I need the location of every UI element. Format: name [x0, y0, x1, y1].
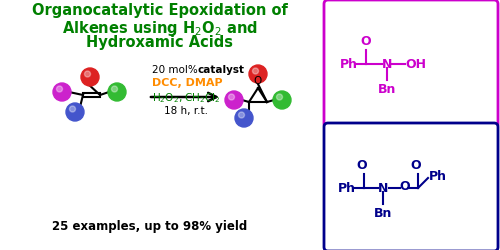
Text: O: O: [254, 76, 262, 86]
Text: Bn: Bn: [378, 83, 396, 96]
Text: Alkenes using H$_2$O$_2$ and: Alkenes using H$_2$O$_2$ and: [62, 19, 258, 38]
Text: Organocatalytic Epoxidation of: Organocatalytic Epoxidation of: [32, 3, 288, 18]
Text: N: N: [382, 58, 392, 71]
Text: Hydroxamic Acids: Hydroxamic Acids: [86, 35, 234, 50]
Circle shape: [70, 106, 75, 112]
Text: O: O: [399, 179, 409, 192]
Circle shape: [235, 110, 253, 128]
Circle shape: [112, 87, 117, 93]
Circle shape: [108, 84, 126, 102]
FancyBboxPatch shape: [324, 1, 498, 128]
Text: Ph: Ph: [429, 170, 447, 183]
Circle shape: [228, 94, 234, 100]
Text: 18 h, r.t.: 18 h, r.t.: [164, 106, 208, 116]
Circle shape: [56, 87, 62, 93]
Text: catalyst: catalyst: [197, 65, 244, 75]
Circle shape: [84, 72, 90, 78]
Text: DCC, DMAP: DCC, DMAP: [152, 78, 222, 88]
Text: O: O: [360, 35, 372, 48]
Circle shape: [276, 94, 282, 100]
Text: O: O: [356, 158, 368, 171]
Circle shape: [225, 92, 243, 110]
Circle shape: [273, 92, 291, 110]
Circle shape: [81, 69, 99, 87]
Circle shape: [249, 66, 267, 84]
Text: H$_2$O$_2$, CH$_2$Cl$_2$: H$_2$O$_2$, CH$_2$Cl$_2$: [152, 91, 221, 104]
FancyBboxPatch shape: [324, 124, 498, 250]
Text: OH: OH: [405, 58, 426, 71]
Text: Ph: Ph: [338, 182, 356, 195]
Circle shape: [53, 84, 71, 102]
Text: 25 examples, up to 98% yield: 25 examples, up to 98% yield: [52, 219, 248, 232]
Circle shape: [66, 104, 84, 122]
Text: N: N: [378, 182, 388, 195]
Text: 20 mol%: 20 mol%: [152, 65, 201, 75]
Text: Ph: Ph: [340, 58, 358, 71]
Circle shape: [238, 112, 244, 118]
Text: Bn: Bn: [374, 206, 392, 219]
Text: O: O: [410, 158, 422, 171]
Circle shape: [252, 69, 258, 75]
